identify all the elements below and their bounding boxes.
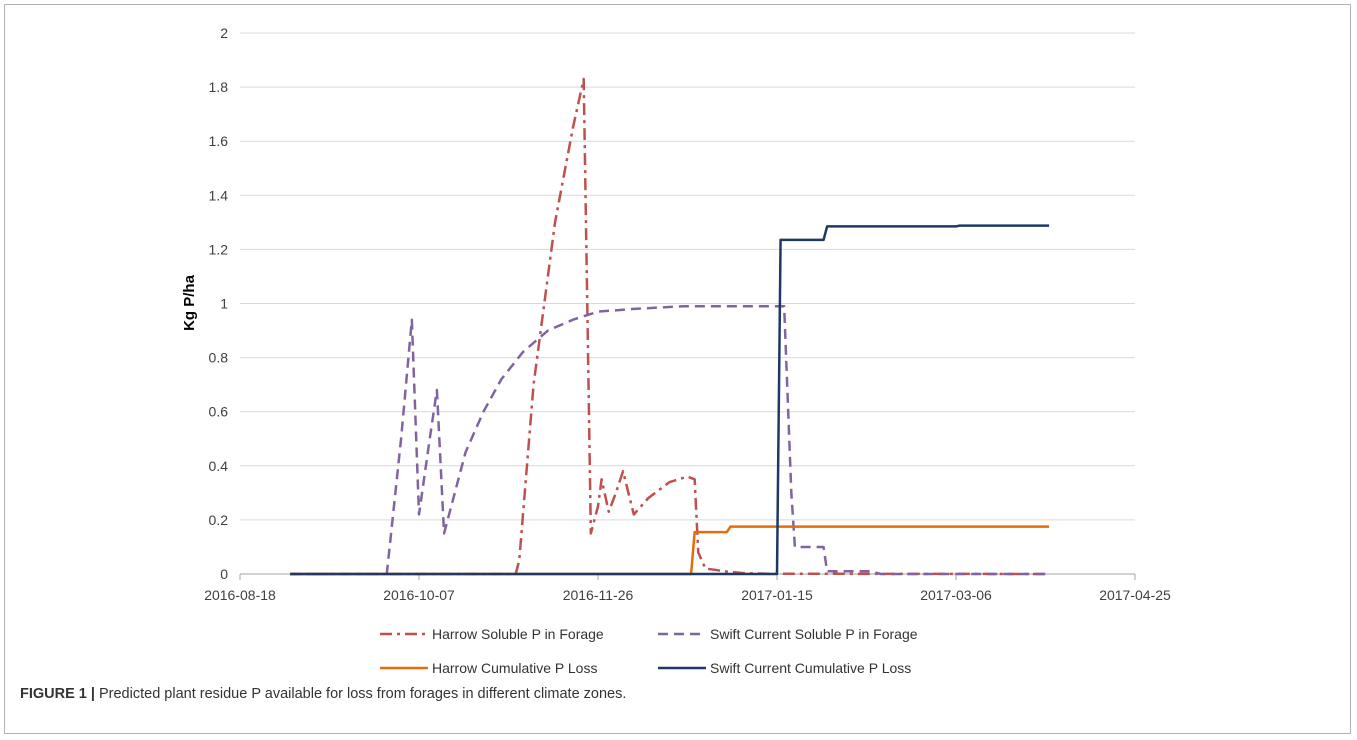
y-tick-label: 0.4: [209, 458, 229, 474]
series-line-3: [290, 525, 1050, 576]
x-tick-label: 2017-04-25: [1099, 587, 1171, 603]
legend-label-3: Harrow Cumulative P Loss: [432, 660, 597, 676]
series-line-1: [290, 77, 1050, 576]
x-tick-label: 2017-01-15: [741, 587, 813, 603]
y-axis-title: Kg P/ha: [181, 274, 198, 330]
legend-label-1: Harrow Soluble P in Forage: [432, 626, 604, 642]
y-tick-label: 1.6: [209, 133, 229, 149]
y-tick-label: 1.4: [209, 187, 229, 203]
caption-label: FIGURE 1 |: [20, 686, 95, 702]
series-line-2: [290, 304, 1050, 576]
x-tick-label: 2016-10-07: [383, 587, 455, 603]
y-tick-label: 2: [220, 25, 228, 41]
legend: Harrow Soluble P in Forage Swift Current …: [380, 626, 918, 676]
series-lines: [290, 77, 1050, 576]
legend-label-4: Swift Current Cumulative P Loss: [710, 660, 911, 676]
x-tick-label: 2016-11-26: [563, 587, 634, 603]
y-tick-label: 0.8: [209, 350, 229, 366]
caption-text: Predicted plant residue P available for …: [94, 686, 627, 702]
y-tick-label: 1.2: [209, 241, 229, 257]
grid-lines: [240, 32, 1135, 521]
y-tick-label: 0.6: [209, 404, 229, 420]
figure-frame: [4, 4, 1351, 734]
y-tick-label: 1.8: [209, 79, 229, 95]
x-tick-label: 2017-03-06: [920, 587, 992, 603]
y-tick-label: 0: [220, 566, 228, 582]
axes: 0 0.2 0.4 0.6 0.8 1 1.2 1.4 1.6 1.8 2 2016-08-18 201…: [204, 25, 1171, 603]
figure-caption: FIGURE 1 | Predicted plant residue P ava…: [20, 686, 626, 702]
x-tick-label: 2016-08-18: [204, 587, 276, 603]
y-tick-label: 0.2: [209, 512, 229, 528]
y-tick-label: 1: [220, 296, 228, 312]
legend-label-2: Swift Current Soluble P in Forage: [710, 626, 918, 642]
series-line-4: [290, 224, 1050, 576]
